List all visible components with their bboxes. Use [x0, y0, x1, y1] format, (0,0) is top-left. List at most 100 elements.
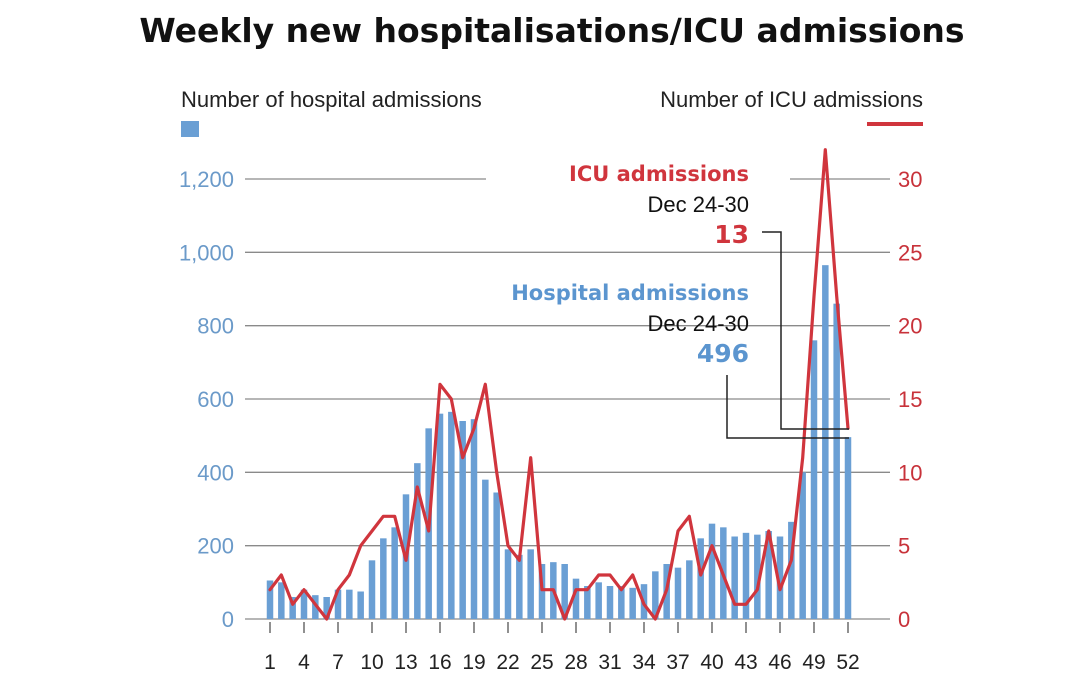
- annotation-hospital-heading: Hospital admissions: [511, 281, 749, 305]
- x-tick-label: 34: [632, 651, 656, 674]
- x-tick-label: 28: [564, 651, 587, 674]
- hospital-bar: [482, 479, 489, 619]
- x-tick-label: 52: [836, 651, 859, 674]
- x-tick-label: 46: [768, 651, 791, 674]
- left-axis-ticks: 0 200 400 600 800 1,000 1,200: [179, 167, 234, 632]
- hospital-bar: [776, 536, 784, 619]
- hospital-bar: [652, 571, 659, 619]
- hospital-bar: [572, 578, 580, 619]
- hospital-bar: [357, 591, 364, 619]
- chart-title: Weekly new hospitalisations/ICU admissio…: [139, 11, 964, 50]
- x-tick-label: 10: [360, 651, 383, 674]
- hospital-bar: [334, 589, 342, 619]
- right-tick-label: 15: [898, 387, 922, 412]
- hospital-bar: [561, 564, 568, 619]
- annotation-hospital: Hospital admissions Dec 24-30 496: [511, 281, 849, 439]
- hospital-bar: [754, 534, 761, 619]
- hospital-bar: [538, 564, 546, 619]
- x-tick-label: 22: [496, 651, 519, 674]
- x-tick-label: 1: [264, 651, 276, 674]
- hospital-bar: [493, 492, 500, 619]
- left-tick-label: 1,200: [179, 167, 234, 192]
- x-tick-label: 25: [530, 651, 553, 674]
- hospital-bar: [368, 560, 376, 619]
- x-tick-label: 37: [666, 651, 689, 674]
- hospital-bar: [618, 586, 625, 619]
- left-tick-label: 800: [197, 314, 234, 339]
- left-tick-label: 400: [197, 460, 234, 485]
- left-tick-label: 0: [222, 607, 234, 632]
- x-tick-label: 19: [462, 651, 485, 674]
- annotation-icu-value: 13: [714, 220, 749, 249]
- hospital-bar: [742, 532, 750, 619]
- hospital-bar: [595, 582, 602, 619]
- x-tick-label: 43: [734, 651, 757, 674]
- hospital-bar: [765, 531, 772, 619]
- hospital-bar: [844, 437, 852, 619]
- x-tick-label: 49: [802, 651, 825, 674]
- right-tick-label: 30: [898, 167, 922, 192]
- hospital-bar: [289, 597, 296, 619]
- right-axis-title: Number of ICU admissions: [660, 87, 923, 112]
- hospital-bar: [436, 413, 444, 619]
- hospital-bar: [810, 340, 818, 619]
- hospital-bar: [459, 421, 466, 619]
- left-tick-label: 600: [197, 387, 234, 412]
- left-tick-label: 200: [197, 534, 234, 559]
- annotation-icu-date: Dec 24-30: [647, 192, 749, 217]
- x-axis-ticks: 1 4 7 10 13 16 19 22 25 28 31 34 37 40 43 46 49 52: [264, 622, 860, 674]
- annotation-icu: ICU admissions Dec 24-30 13: [569, 162, 849, 430]
- hospital-bar: [504, 549, 512, 619]
- left-axis-title: Number of hospital admissions: [181, 87, 482, 112]
- hospital-bar: [470, 419, 478, 619]
- left-tick-label: 1,000: [179, 240, 234, 265]
- x-tick-label: 13: [394, 651, 417, 674]
- hospital-bars: [266, 265, 852, 619]
- annotation-icu-heading: ICU admissions: [569, 162, 749, 186]
- x-tick-label: 7: [332, 651, 344, 674]
- hospital-bar: [674, 567, 682, 619]
- grid-lines: [245, 178, 890, 620]
- hospital-bar: [300, 589, 308, 619]
- hospital-bar: [686, 560, 693, 619]
- x-tick-label: 40: [700, 651, 723, 674]
- right-tick-label: 25: [898, 240, 922, 265]
- annotation-icu-leader: [762, 231, 849, 430]
- hospital-bar: [414, 463, 421, 619]
- hospital-bar: [708, 523, 716, 619]
- hospital-bar: [323, 597, 330, 619]
- right-tick-label: 20: [898, 314, 922, 339]
- hospital-bar: [833, 303, 840, 619]
- hospital-bar: [584, 586, 591, 619]
- x-tick-label: 4: [298, 651, 310, 674]
- right-tick-label: 10: [898, 460, 922, 485]
- right-axis-ticks: 0 5 10 15 20 25 30: [898, 167, 922, 632]
- hospital-bar: [731, 536, 738, 619]
- right-tick-label: 0: [898, 607, 910, 632]
- annotation-hospital-value: 496: [697, 339, 749, 368]
- hospital-bar: [278, 582, 285, 619]
- annotation-hospital-leader: [726, 375, 849, 439]
- legend-bar-swatch: [181, 121, 199, 137]
- hospital-bar: [629, 587, 636, 619]
- hospital-bar: [527, 549, 534, 619]
- hospital-bar: [822, 265, 829, 619]
- x-tick-label: 16: [428, 651, 451, 674]
- hospital-bar: [266, 580, 274, 619]
- hospital-bar: [391, 527, 398, 619]
- hospital-bar: [697, 538, 704, 619]
- hospital-bar: [606, 586, 614, 619]
- hospital-bar: [346, 589, 353, 619]
- icu-line-group: [268, 148, 850, 621]
- hospital-bar: [312, 595, 319, 619]
- annotation-hospital-date: Dec 24-30: [647, 311, 749, 336]
- hospital-bar: [799, 472, 806, 619]
- x-tick-label: 31: [598, 651, 621, 674]
- hospital-bar: [380, 538, 387, 619]
- right-tick-label: 5: [898, 534, 910, 559]
- icu-line: [268, 148, 850, 621]
- hospital-bar: [516, 554, 523, 619]
- hospital-bar: [448, 411, 455, 619]
- hospital-bar: [788, 521, 795, 619]
